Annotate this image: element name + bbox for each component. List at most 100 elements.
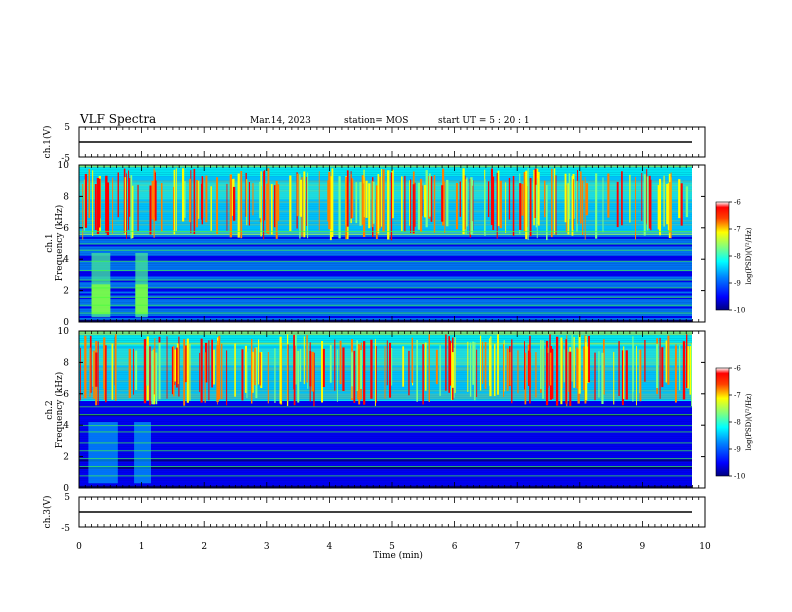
sferic-streak [467, 341, 469, 392]
spectrogram-band [79, 236, 692, 239]
sferic-streak [582, 180, 584, 235]
xtick-label: 2 [201, 542, 207, 552]
spectrogram-band [79, 291, 692, 294]
sferic-streak [79, 347, 81, 401]
sferic-streak [454, 337, 456, 394]
sferic-streak [322, 348, 325, 388]
spectrogram-band [79, 455, 692, 458]
narrowband-line [79, 270, 692, 272]
sferic-streak [306, 334, 308, 383]
colorbar-tick-label: -6 [734, 365, 741, 373]
no-data-region [692, 165, 705, 322]
sferic-streak [124, 177, 126, 235]
sferic-streak [293, 345, 296, 406]
spectrogram-band [79, 442, 692, 445]
spectrogram-band [79, 453, 692, 456]
ch2-spectrogram-image [79, 331, 705, 488]
sferic-streak [88, 168, 90, 218]
ytick-label: 10 [58, 161, 70, 171]
narrowband-line [79, 230, 692, 232]
sferic-streak [346, 170, 349, 227]
sferic-streak [173, 345, 175, 397]
sferic-streak [446, 179, 449, 227]
sferic-streak [218, 335, 221, 400]
ch1-spectrogram-image [79, 165, 705, 322]
sferic-streak [669, 181, 671, 234]
colorbar-tick-label: -8 [734, 419, 741, 427]
sferic-streak [623, 346, 625, 400]
sferic-streak [441, 185, 444, 222]
sferic-streak [350, 171, 352, 219]
spectrogram-band [79, 172, 692, 175]
sferic-streak [412, 184, 415, 234]
sferic-streak [372, 181, 375, 224]
sferic-streak [422, 344, 424, 405]
sferic-streak [270, 184, 273, 235]
sferic-streak [569, 351, 572, 406]
ch1-colorbar-gradient [715, 201, 730, 311]
sferic-streak [123, 168, 126, 233]
sferic-streak [580, 171, 582, 224]
spectrogram-band [79, 483, 692, 486]
sferic-streak [527, 168, 529, 241]
spectrogram-band [79, 336, 692, 339]
sferic-streak [508, 177, 511, 220]
sferic-streak [246, 179, 248, 226]
sferic-streak [353, 350, 356, 404]
xtick-label: 4 [327, 542, 333, 552]
sferic-streak [540, 340, 542, 390]
sferic-streak [470, 177, 473, 235]
sferic-streak [189, 178, 191, 223]
sferic-streak [535, 184, 538, 228]
narrowband-line [79, 450, 692, 452]
sferic-streak [92, 170, 94, 236]
spectrogram-band [79, 259, 692, 262]
spectrogram-band [79, 240, 692, 243]
sferic-streak [137, 184, 139, 232]
sferic-streak [126, 173, 127, 239]
sferic-streak [424, 185, 427, 218]
sferic-streak [106, 182, 110, 236]
start-time-label: start UT = 5 : 20 : 1 [438, 116, 530, 126]
spectrogram-band [79, 416, 692, 418]
sferic-streak [568, 173, 571, 220]
ytick-label: 6 [63, 390, 69, 400]
spectrogram-band [79, 427, 692, 430]
sferic-streak [216, 177, 219, 234]
sferic-streak [534, 168, 537, 218]
sferic-streak [244, 345, 247, 393]
spectrogram-band [79, 438, 692, 441]
time-axis-label: Time (min) [373, 550, 423, 561]
sferic-streak [213, 349, 215, 385]
sferic-streak [274, 348, 276, 403]
spectrogram-band [79, 297, 692, 300]
sferic-streak [466, 177, 468, 227]
emission-burst [88, 422, 118, 484]
sferic-streak [425, 170, 428, 228]
sferic-streak [632, 336, 634, 402]
sferic-streak [216, 345, 219, 403]
spectrogram-band [79, 317, 692, 320]
sferic-streak [576, 180, 578, 233]
sferic-streak [114, 334, 117, 401]
emission-burst-core [135, 284, 148, 315]
sferic-streak [433, 175, 436, 233]
sferic-streak [578, 334, 581, 394]
sferic-streak [111, 343, 114, 400]
sferic-streak [511, 339, 513, 404]
sferic-streak [636, 345, 638, 406]
sferic-streak [173, 186, 174, 231]
sferic-streak [553, 168, 556, 234]
xtick-label: 10 [699, 542, 711, 552]
sferic-streak [368, 183, 371, 229]
sferic-streak [226, 350, 228, 406]
sferic-streak [490, 336, 492, 385]
sferic-streak [410, 179, 412, 234]
sferic-streak [303, 336, 305, 385]
ch2-colorbar-label: log(PSD)(V²/Hz) [745, 393, 753, 450]
sferic-streak [363, 169, 365, 218]
spectrogram-band [79, 404, 692, 407]
sferic-streak [420, 178, 423, 233]
sferic-streak [89, 347, 91, 397]
sferic-streak [351, 178, 354, 219]
